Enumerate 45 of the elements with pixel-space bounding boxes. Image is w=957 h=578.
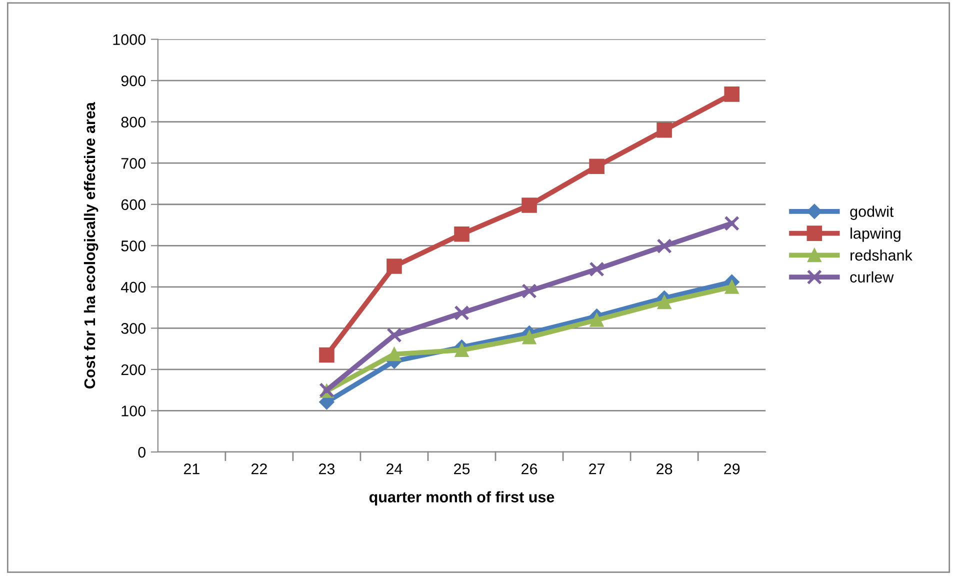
point	[590, 312, 604, 327]
x-tick-label: 22	[251, 464, 267, 474]
y-tick-label: 300	[121, 323, 146, 334]
y-axis-title: Cost for 1 ha ecologically effective area	[84, 102, 98, 389]
legend-label: redshank	[850, 249, 912, 261]
y-tick-label: 900	[121, 75, 146, 86]
x-tick-label: 26	[522, 464, 538, 474]
legend-label: godwit	[850, 206, 894, 220]
y-tick-label: 500	[121, 240, 146, 252]
y-tick-label: 700	[121, 158, 146, 169]
y-tick-label: 1000	[113, 34, 146, 45]
x-tick-label: 21	[184, 464, 200, 474]
y-tick-label: 600	[121, 199, 146, 210]
point	[522, 283, 537, 299]
x-tick-label: 24	[386, 464, 402, 474]
y-tick-label: 200	[121, 364, 146, 376]
point	[724, 216, 740, 232]
legend-label: curlew	[850, 271, 894, 283]
point	[589, 262, 604, 277]
x-tick-label: 27	[589, 464, 605, 474]
point	[724, 86, 740, 102]
x-tick-label: 28	[656, 464, 672, 474]
y-tick-label: 800	[121, 116, 146, 128]
point	[522, 330, 536, 344]
y-tick-label: 0	[138, 446, 146, 458]
legend-label: lapwing	[850, 228, 900, 242]
x-tick-label: 23	[318, 464, 335, 474]
point	[386, 328, 402, 343]
point	[724, 280, 739, 294]
point	[387, 347, 402, 362]
point	[454, 305, 470, 321]
point	[386, 258, 402, 274]
point	[656, 238, 672, 254]
x-tick-label: 29	[724, 464, 740, 474]
x-axis-title: quarter month of first use	[369, 491, 554, 506]
point	[657, 295, 672, 310]
y-tick-label: 100	[122, 406, 146, 416]
point	[454, 343, 469, 358]
point	[522, 198, 537, 213]
point	[454, 226, 470, 242]
x-tick-label: 25	[454, 464, 470, 474]
point	[656, 122, 672, 138]
point	[319, 347, 334, 363]
y-tick-label: 400	[120, 282, 146, 293]
point	[589, 158, 604, 174]
